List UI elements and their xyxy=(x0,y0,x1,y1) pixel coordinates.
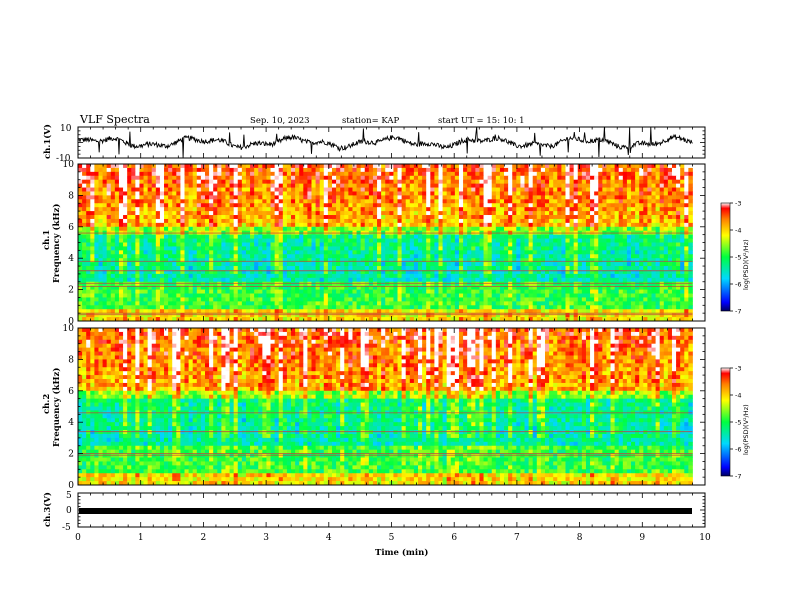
spec2-ticks-label-2: 2 xyxy=(68,450,74,460)
spec2-ticks-label-6: 6 xyxy=(68,387,74,397)
ch3-waveform-panel: 5 0 -5 ch.3(V) 0 1 2 3 4 5 6 7 8 9 10 Time (min) xyxy=(42,491,711,558)
spec2-ticks-label-0: 0 xyxy=(68,481,74,491)
cb1-ticks-label-2: -5 xyxy=(735,254,741,262)
spec1-ticks-label-8: 8 xyxy=(68,191,74,201)
x-tick-label: 8 xyxy=(577,533,583,543)
ch1-spec-ylabel-channel: ch.1 xyxy=(42,230,52,250)
spec1-ticks-label-6: 6 xyxy=(68,223,74,233)
date-label: Sep. 10, 2023 xyxy=(250,116,310,126)
figure-title: VLF Spectra xyxy=(79,113,150,126)
ch3-ylabel: ch.3(V) xyxy=(42,492,53,527)
x-tick-label: 4 xyxy=(326,533,332,543)
cb1-ticks-label-4: -7 xyxy=(735,308,741,316)
ch1-spec-ylabel-frequency: Frequency (kHz) xyxy=(51,204,62,283)
x-tick-label: 10 xyxy=(699,533,711,543)
cb2-ticks-label-3: -6 xyxy=(735,446,741,454)
ch1-spectrogram-image xyxy=(78,164,705,322)
ch1-ylabel: ch.1(V) xyxy=(42,124,53,159)
spec1-ticks-label-2: 2 xyxy=(68,286,74,296)
ch1-waveform-line xyxy=(77,127,693,158)
ch1-ytick-top: 10 xyxy=(60,124,72,134)
x-tick-label: 9 xyxy=(639,533,645,543)
ch2-colorbar-label: log(PSD)(V²/Hz) xyxy=(742,404,750,455)
spec2-ticks-label-8: 8 xyxy=(68,355,74,365)
cb1-ticks-label-0: -3 xyxy=(735,200,741,208)
x-tick-label: 0 xyxy=(75,533,81,543)
x-tick-label: 2 xyxy=(201,533,207,543)
ch1-ytick-bottom: -10 xyxy=(56,154,71,164)
station-label: station= KAP xyxy=(342,116,400,126)
cb2-ticks-label-2: -5 xyxy=(735,419,741,427)
ch2-colorbar xyxy=(720,367,731,477)
x-tick-label: 5 xyxy=(389,533,395,543)
ch1-colorbar xyxy=(720,202,731,312)
ch1-waveform-panel: 10 -10 ch.1(V) xyxy=(42,124,706,164)
spec1-ticks-label-4: 4 xyxy=(68,254,74,264)
spec1-ticks-label-0: 0 xyxy=(68,317,74,327)
start-time-label: start UT = 15: 10: 1 xyxy=(438,116,525,126)
x-tick-label: 6 xyxy=(451,533,457,543)
cb1-ticks-label-3: -6 xyxy=(735,281,741,289)
ch3-waveform-line xyxy=(79,508,692,514)
ch2-spec-ylabel-frequency: Frequency (kHz) xyxy=(51,368,62,447)
ch1-colorbar-label: log(PSD)(V²/Hz) xyxy=(742,239,750,290)
cb2-ticks-label-4: -7 xyxy=(735,473,741,481)
ch3-ytick-top: 5 xyxy=(66,491,72,501)
spec2-ticks-label-4: 4 xyxy=(68,418,74,428)
ch3-ytick-mid: 0 xyxy=(66,506,72,516)
ch3-ytick-bottom: -5 xyxy=(62,523,71,533)
x-tick-label: 1 xyxy=(138,533,144,543)
x-axis-label: Time (min) xyxy=(375,547,428,558)
cb1-ticks-label-1: -4 xyxy=(735,227,741,235)
ch2-spectrogram-image xyxy=(78,328,705,486)
x-tick-label: 7 xyxy=(514,533,520,543)
x-tick-label: 3 xyxy=(263,533,269,543)
spec2-ticks-label-10: 10 xyxy=(63,324,75,334)
cb2-ticks-label-0: -3 xyxy=(735,365,741,373)
ch2-spec-ylabel-channel: ch.2 xyxy=(42,394,52,414)
spec1-ticks-label-10: 10 xyxy=(63,160,75,170)
cb2-ticks-label-1: -4 xyxy=(735,392,741,400)
